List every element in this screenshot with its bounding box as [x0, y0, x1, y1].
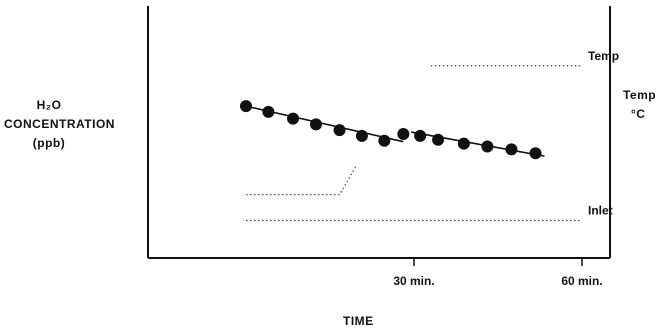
right-axis-label-line-1: Temp — [623, 88, 657, 102]
data-point-2 — [287, 112, 300, 125]
baseline-trace-3 — [246, 165, 357, 196]
y-axis-label: H₂O CONCENTRATION (ppb) — [4, 96, 115, 153]
x-tick-label-1: 60 min. — [561, 274, 602, 288]
right-axis-label-line-2: °C — [631, 107, 646, 121]
fit-line-segment-0 — [245, 105, 404, 143]
inlet-trace-label: Inlet — [588, 204, 613, 218]
data-point-8 — [414, 129, 427, 142]
y-axis-label-line-1: H₂O — [36, 98, 62, 112]
y-axis-label-line-2: CONCENTRATION — [4, 117, 115, 131]
temp-trace-label: Temp — [588, 49, 619, 63]
y-axis-label-line-3: (ppb) — [32, 136, 66, 150]
x-tick-label-0: 30 min. — [393, 274, 434, 288]
data-point-7 — [397, 128, 410, 140]
data-point-13 — [529, 147, 542, 160]
data-point-10 — [457, 137, 470, 150]
x-axis-label: TIME — [343, 314, 374, 328]
fit-line-segment-1 — [411, 131, 545, 157]
